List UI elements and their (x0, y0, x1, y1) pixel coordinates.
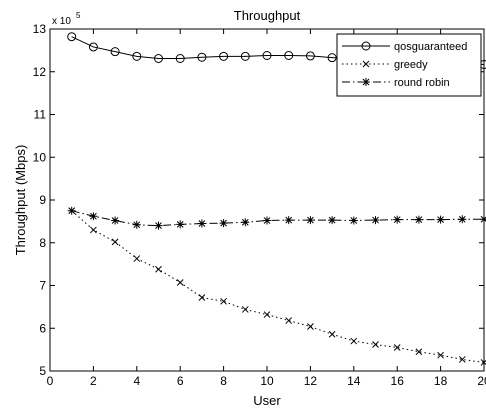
data-point-qosguaranteed (197, 52, 207, 62)
y-axis-title: Throughput (Mbps) (13, 145, 28, 256)
data-point-round-robin (436, 215, 445, 224)
data-point-qosguaranteed (305, 51, 315, 61)
data-point-qosguaranteed (240, 51, 250, 61)
legend: qosguaranteed greedy round robin (336, 33, 482, 97)
data-point-greedy (307, 323, 314, 330)
y-tick-label: 6 (39, 321, 46, 335)
data-point-greedy (372, 341, 379, 348)
data-point-qosguaranteed (327, 53, 337, 63)
data-point-greedy (263, 311, 271, 318)
data-point-round-robin (67, 206, 76, 215)
data-point-round-robin (111, 216, 120, 225)
y-tick-label: 9 (39, 193, 46, 207)
data-point-greedy (241, 306, 249, 313)
data-point-greedy (437, 351, 444, 359)
y-tick-label: 13 (33, 22, 47, 36)
data-point-round-robin (458, 215, 467, 224)
data-point-round-robin (176, 220, 185, 229)
data-point-qosguaranteed (67, 32, 77, 42)
data-point-round-robin (132, 220, 141, 229)
x-tick-label: 16 (391, 374, 405, 388)
data-point-greedy (480, 359, 486, 366)
data-point-qosguaranteed (110, 47, 120, 57)
x-tick-label: 4 (133, 374, 140, 388)
x-tick-label: 12 (304, 374, 318, 388)
data-point-round-robin (349, 216, 358, 225)
data-point-greedy (198, 294, 206, 301)
data-point-round-robin (89, 212, 98, 221)
x-axis-title: User (253, 393, 281, 408)
data-point-greedy (220, 297, 227, 305)
x-tick-label: 8 (220, 374, 227, 388)
data-point-round-robin (154, 221, 163, 230)
data-point-qosguaranteed (88, 42, 98, 52)
y-tick-label: 11 (34, 108, 47, 122)
data-point-greedy (285, 317, 293, 324)
y-tick-label: 7 (39, 279, 46, 293)
x-tick-label: 10 (260, 374, 274, 388)
data-point-qosguaranteed (175, 53, 185, 63)
data-point-round-robin (328, 216, 337, 225)
y-tick-label: 8 (39, 236, 46, 250)
y-tick-label: 5 (39, 364, 46, 378)
legend-marker-greedy (362, 60, 370, 68)
legend-marker-qosguaranteed (361, 41, 371, 51)
chart-title: Throughput (234, 8, 301, 23)
legend-box (336, 33, 482, 97)
data-point-greedy (176, 279, 184, 286)
x-tick-label: 0 (47, 374, 54, 388)
data-point-round-robin (371, 216, 380, 225)
data-point-round-robin (197, 219, 206, 228)
data-point-greedy (155, 265, 162, 273)
series-layer (67, 32, 486, 366)
x-tick-label: 18 (434, 374, 448, 388)
data-point-qosguaranteed (154, 53, 163, 63)
data-point-greedy (328, 330, 336, 338)
data-point-round-robin (306, 216, 315, 225)
data-point-greedy (90, 226, 97, 234)
x-tick-label: 2 (90, 374, 97, 388)
legend-label-greedy: greedy (394, 59, 428, 71)
legend-marker-round-robin (362, 78, 370, 86)
data-point-round-robin (241, 218, 250, 227)
y-tick-label: 10 (33, 150, 47, 164)
data-point-greedy (350, 337, 358, 345)
data-point-round-robin (414, 215, 423, 224)
y-multiplier-base: x 10 (52, 16, 71, 27)
y-tick-label: 12 (33, 65, 47, 79)
data-point-round-robin (393, 215, 402, 224)
x-tick-label: 6 (177, 374, 184, 388)
data-point-greedy (393, 344, 401, 351)
axis-ticks: 0 2 4 6 8 10 12 14 16 18 20 5 6 7 8 9 10 11 12 13 (33, 22, 486, 388)
series-round-robin (67, 206, 486, 230)
data-point-greedy (458, 356, 466, 363)
data-point-round-robin (284, 216, 293, 225)
data-point-qosguaranteed (132, 51, 142, 61)
data-point-round-robin (263, 216, 271, 225)
data-point-greedy (111, 238, 119, 246)
data-point-greedy (415, 348, 423, 356)
legend-entries: qosguaranteed greedy round robin (342, 41, 467, 89)
x-tick-label: 14 (347, 374, 361, 388)
legend-label-qosguaranteed: qosguaranteed (394, 41, 467, 53)
data-point-qosguaranteed (262, 51, 272, 61)
data-point-round-robin (219, 219, 228, 228)
legend-label-round-robin: round robin (394, 77, 450, 89)
y-multiplier-exponent: 5 (76, 11, 81, 20)
x-tick-label: 20 (477, 374, 486, 388)
data-point-qosguaranteed (219, 51, 229, 61)
data-point-greedy (133, 255, 141, 262)
data-point-round-robin (480, 215, 486, 224)
data-point-qosguaranteed (284, 51, 294, 61)
